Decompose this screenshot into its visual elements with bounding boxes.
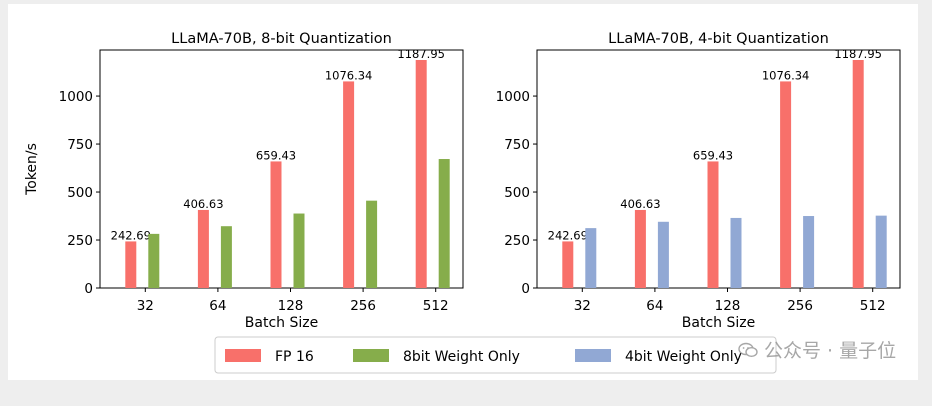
y-tick-label: 750	[67, 137, 93, 153]
data-label: 406.63	[183, 197, 223, 211]
legend-label: FP 16	[275, 349, 314, 365]
y-tick-label: 1000	[59, 89, 93, 105]
y-tick-label: 500	[67, 185, 93, 201]
x-tick-label: 256	[350, 298, 376, 314]
x-tick-label: 128	[715, 298, 741, 314]
y-axis-label: Token/s	[24, 143, 40, 196]
x-tick-label: 512	[423, 298, 449, 314]
bar-fp-16	[634, 209, 646, 288]
bar-8bit-weight-only	[148, 233, 160, 288]
y-tick-label: 1000	[496, 89, 530, 105]
bar-4bit-weight-only	[730, 217, 742, 288]
data-label: 1076.34	[325, 68, 373, 82]
legend-swatch	[225, 349, 261, 362]
bar-4bit-weight-only	[875, 215, 887, 288]
chart-panel-2: LLaMA-70B, 4-bit Quantization 0 250 500 750 1…	[496, 31, 901, 331]
chart-title: LLaMA-70B, 4-bit Quantization	[608, 31, 829, 47]
bar-4bit-weight-only	[803, 216, 815, 288]
watermark-text: 公众号 · 量子位	[764, 340, 897, 362]
bar-fp-16	[197, 209, 209, 288]
data-label: 1187.95	[834, 47, 882, 61]
bar-fp-16	[270, 161, 282, 288]
bar-8bit-weight-only	[293, 213, 305, 288]
legend-label: 4bit Weight Only	[625, 349, 742, 365]
y-tick-label: 250	[67, 233, 93, 249]
data-label: 406.63	[620, 197, 660, 211]
data-label: 242.69	[111, 228, 151, 242]
y-tick-label: 0	[84, 281, 93, 297]
legend-label: 8bit Weight Only	[403, 349, 520, 365]
figure-card: LLaMA-70B, 8-bit Quantization 0 250 500 750 1…	[8, 4, 918, 380]
bar-fp-16	[343, 81, 355, 288]
x-axis-label: Batch Size	[245, 315, 318, 331]
x-axis-label: Batch Size	[682, 315, 755, 331]
bar-fp-16	[852, 59, 864, 289]
data-label: 1076.34	[762, 68, 810, 82]
bar-8bit-weight-only	[366, 200, 378, 288]
x-tick-label: 32	[574, 298, 591, 314]
watermark: 公众号 · 量子位	[738, 336, 896, 363]
bar-8bit-weight-only	[220, 226, 232, 288]
x-tick-label: 32	[137, 298, 154, 314]
data-label: 659.43	[256, 148, 296, 162]
data-label: 659.43	[693, 148, 733, 162]
bar-4bit-weight-only	[585, 228, 597, 288]
data-label: 1187.95	[397, 47, 445, 61]
bar-4bit-weight-only	[657, 221, 669, 288]
data-label: 242.69	[548, 228, 588, 242]
bar-fp-16	[780, 81, 792, 288]
chart-panel-1: LLaMA-70B, 8-bit Quantization 0 250 500 750 1…	[24, 31, 464, 331]
bar-8bit-weight-only	[438, 159, 450, 288]
x-tick-label: 64	[209, 298, 226, 314]
chart-title: LLaMA-70B, 8-bit Quantization	[171, 31, 392, 47]
x-tick-label: 256	[787, 298, 813, 314]
bar-fp-16	[125, 241, 137, 288]
y-tick-label: 750	[504, 137, 530, 153]
legend-swatch	[575, 349, 611, 362]
y-tick-label: 250	[504, 233, 530, 249]
y-tick-label: 0	[521, 281, 530, 297]
legend: FP 16 8bit Weight Only 4bit Weight Only	[214, 336, 777, 374]
bar-fp-16	[562, 241, 574, 288]
x-tick-label: 512	[860, 298, 886, 314]
bar-fp-16	[415, 59, 427, 289]
x-tick-label: 128	[278, 298, 304, 314]
legend-swatch	[353, 349, 389, 362]
bar-fp-16	[707, 161, 719, 288]
x-tick-label: 64	[646, 298, 663, 314]
legend-frame	[214, 336, 777, 374]
wechat-icon	[738, 342, 758, 357]
chart-canvas: LLaMA-70B, 8-bit Quantization 0 250 500 750 1…	[24, 31, 901, 374]
y-tick-label: 500	[504, 185, 530, 201]
